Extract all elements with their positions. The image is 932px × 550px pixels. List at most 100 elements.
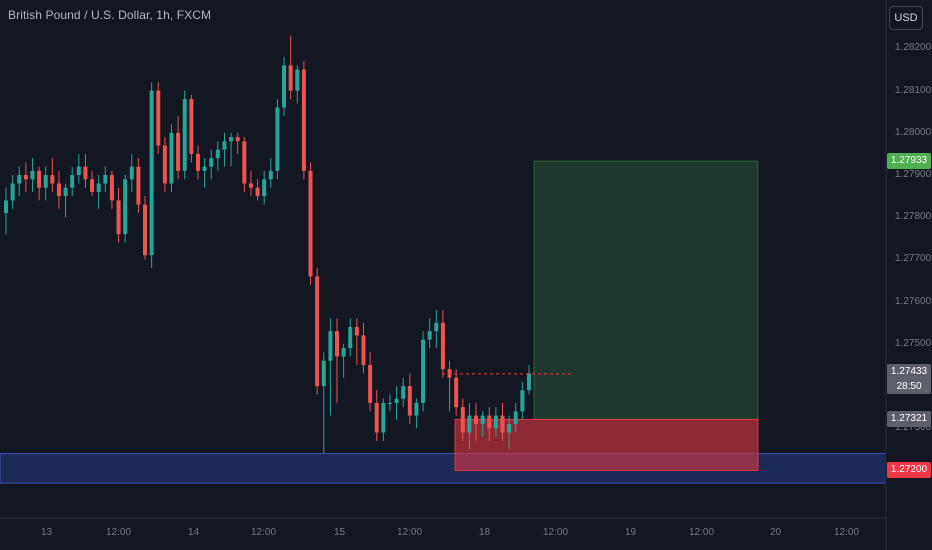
candle — [235, 132, 240, 154]
candle — [215, 141, 220, 171]
candle — [17, 166, 22, 197]
candle — [401, 377, 406, 408]
candle — [176, 115, 181, 180]
candle — [328, 318, 333, 416]
candle — [195, 145, 200, 180]
candle-body — [387, 402, 392, 404]
candle — [354, 318, 359, 365]
currency-button[interactable]: USD — [889, 6, 923, 30]
candle-body — [96, 183, 101, 192]
candle-body — [176, 132, 181, 171]
candle-body — [182, 99, 187, 171]
candle-body — [500, 415, 505, 433]
candle — [30, 158, 35, 192]
candle — [202, 158, 207, 188]
candle-body — [335, 331, 339, 357]
candle — [368, 352, 373, 412]
time-tick-label: 20 — [770, 527, 782, 538]
candle — [447, 360, 452, 412]
candle-body — [275, 107, 280, 171]
candle-body — [282, 65, 287, 108]
candle-body — [308, 170, 313, 277]
candle-body — [189, 99, 194, 154]
candle — [149, 82, 154, 268]
time-tick-label: 12:00 — [834, 527, 860, 538]
candle — [189, 94, 194, 163]
candle-body — [427, 331, 432, 340]
candle-body — [30, 170, 35, 180]
candle — [109, 170, 114, 209]
candle-body — [480, 415, 485, 425]
price-tick-label: 1.28200 — [895, 42, 932, 54]
candle-body — [149, 90, 154, 256]
countdown-timer: 28:50 — [896, 381, 922, 393]
candle — [520, 381, 525, 420]
candle — [103, 166, 108, 192]
candle — [76, 153, 81, 184]
candle — [56, 170, 61, 209]
candle-body — [507, 424, 512, 433]
time-tick-label: 12:00 — [251, 527, 277, 538]
time-tick-label: 15 — [334, 527, 346, 538]
candle-body — [354, 326, 359, 336]
price-tag: 1.27200 — [887, 462, 931, 479]
candle — [460, 398, 465, 441]
candle — [361, 322, 366, 374]
candle-body — [10, 183, 15, 201]
candle-body — [467, 415, 472, 433]
candle — [129, 153, 134, 192]
candle-body — [17, 175, 22, 184]
candle-body — [513, 411, 518, 425]
candle-body — [341, 348, 346, 357]
candle — [83, 153, 88, 188]
candle — [222, 132, 227, 167]
candle-body — [156, 90, 161, 146]
candle — [321, 352, 326, 454]
stop-loss-zone — [454, 418, 759, 471]
candle-body — [434, 322, 439, 332]
candle — [169, 124, 174, 192]
candle — [308, 162, 313, 285]
candle — [474, 402, 479, 441]
candle — [209, 149, 214, 180]
candle — [182, 90, 187, 180]
candle-body — [288, 65, 293, 91]
candle-body — [90, 179, 95, 192]
candle-body — [195, 153, 200, 171]
candle-body — [56, 183, 61, 197]
candle-body — [109, 175, 114, 201]
candle — [37, 166, 42, 201]
candle — [434, 310, 439, 349]
candle-body — [70, 175, 75, 188]
candle — [526, 364, 531, 395]
candle — [229, 132, 234, 167]
candle-body — [487, 415, 492, 429]
candle — [63, 183, 68, 218]
candle-body — [268, 170, 273, 180]
candle-body — [76, 166, 81, 176]
candle-body — [209, 158, 214, 167]
candle — [427, 318, 432, 349]
candle — [421, 331, 426, 412]
candle — [374, 390, 379, 441]
time-tick-label: 13 — [41, 527, 53, 538]
candle — [295, 65, 300, 104]
candle — [10, 175, 15, 209]
candle-body — [421, 339, 426, 403]
candle — [156, 82, 161, 154]
candle-body — [394, 398, 399, 403]
candle-body — [526, 373, 531, 391]
candle — [394, 386, 399, 420]
time-tick-label: 12:00 — [106, 527, 132, 538]
candle-body — [235, 137, 240, 142]
candle-body — [103, 175, 108, 184]
price-tick-label: 1.28100 — [895, 84, 932, 96]
candle-body — [143, 204, 148, 256]
candle-body — [460, 407, 465, 433]
candle-body — [401, 386, 406, 399]
candle-body — [162, 145, 167, 184]
time-tick-label: 19 — [625, 527, 637, 538]
candle-body — [242, 141, 247, 184]
candle — [500, 402, 505, 441]
